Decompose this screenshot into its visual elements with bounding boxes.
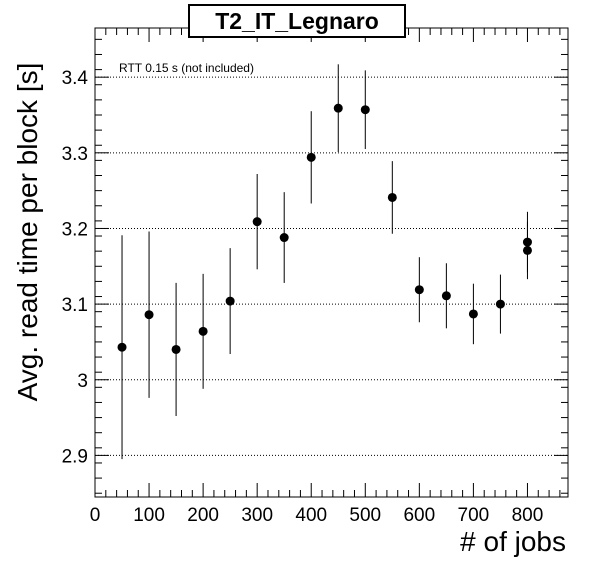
data-point (360, 105, 370, 115)
rtt-annotation: RTT 0.15 s (not included) (119, 61, 254, 75)
data-point (333, 103, 343, 113)
data-point (306, 152, 316, 162)
data-point (414, 285, 424, 295)
axis-ticks (94, 28, 568, 497)
x-tick-label: 100 (133, 505, 165, 526)
y-tick-label: 3.4 (62, 68, 89, 89)
y-tick-label: 3.2 (62, 219, 88, 240)
x-tick-label: 300 (241, 505, 273, 526)
data-point (117, 342, 127, 352)
data-point (522, 237, 532, 247)
x-tick-label: 700 (458, 505, 490, 526)
data-point (144, 310, 154, 320)
data-point (252, 217, 262, 227)
data-markers (117, 64, 532, 460)
y-tick-label: 3.3 (62, 144, 88, 165)
data-point (441, 291, 451, 301)
x-tick-label: 500 (349, 505, 381, 526)
x-tick-label: 200 (187, 505, 219, 526)
y-axis-label: Avg. read time per block [s] (12, 62, 43, 402)
x-axis-label: # of jobs (460, 526, 566, 557)
data-point (171, 344, 181, 354)
data-point (198, 326, 208, 336)
y-tick-label: 2.9 (62, 446, 88, 467)
x-tick-label: 0 (90, 505, 101, 526)
data-point (387, 192, 397, 202)
chart-title: T2_IT_Legnaro (188, 4, 406, 38)
data-point (279, 233, 289, 243)
y-tick-label: 3.1 (62, 295, 88, 316)
plot-frame (94, 27, 569, 498)
data-point (468, 309, 478, 319)
x-tick-label: 800 (512, 505, 544, 526)
tick-labels: 2.9 3 3.1 3.2 3.3 3.4 0 100 200 300 400 500 600 700 80… (62, 68, 544, 526)
x-tick-label: 600 (403, 505, 435, 526)
data-point (495, 299, 505, 309)
data-point (225, 296, 235, 306)
grid-lines (95, 76, 568, 456)
x-tick-label: 400 (295, 505, 327, 526)
y-tick-label: 3 (77, 371, 88, 392)
